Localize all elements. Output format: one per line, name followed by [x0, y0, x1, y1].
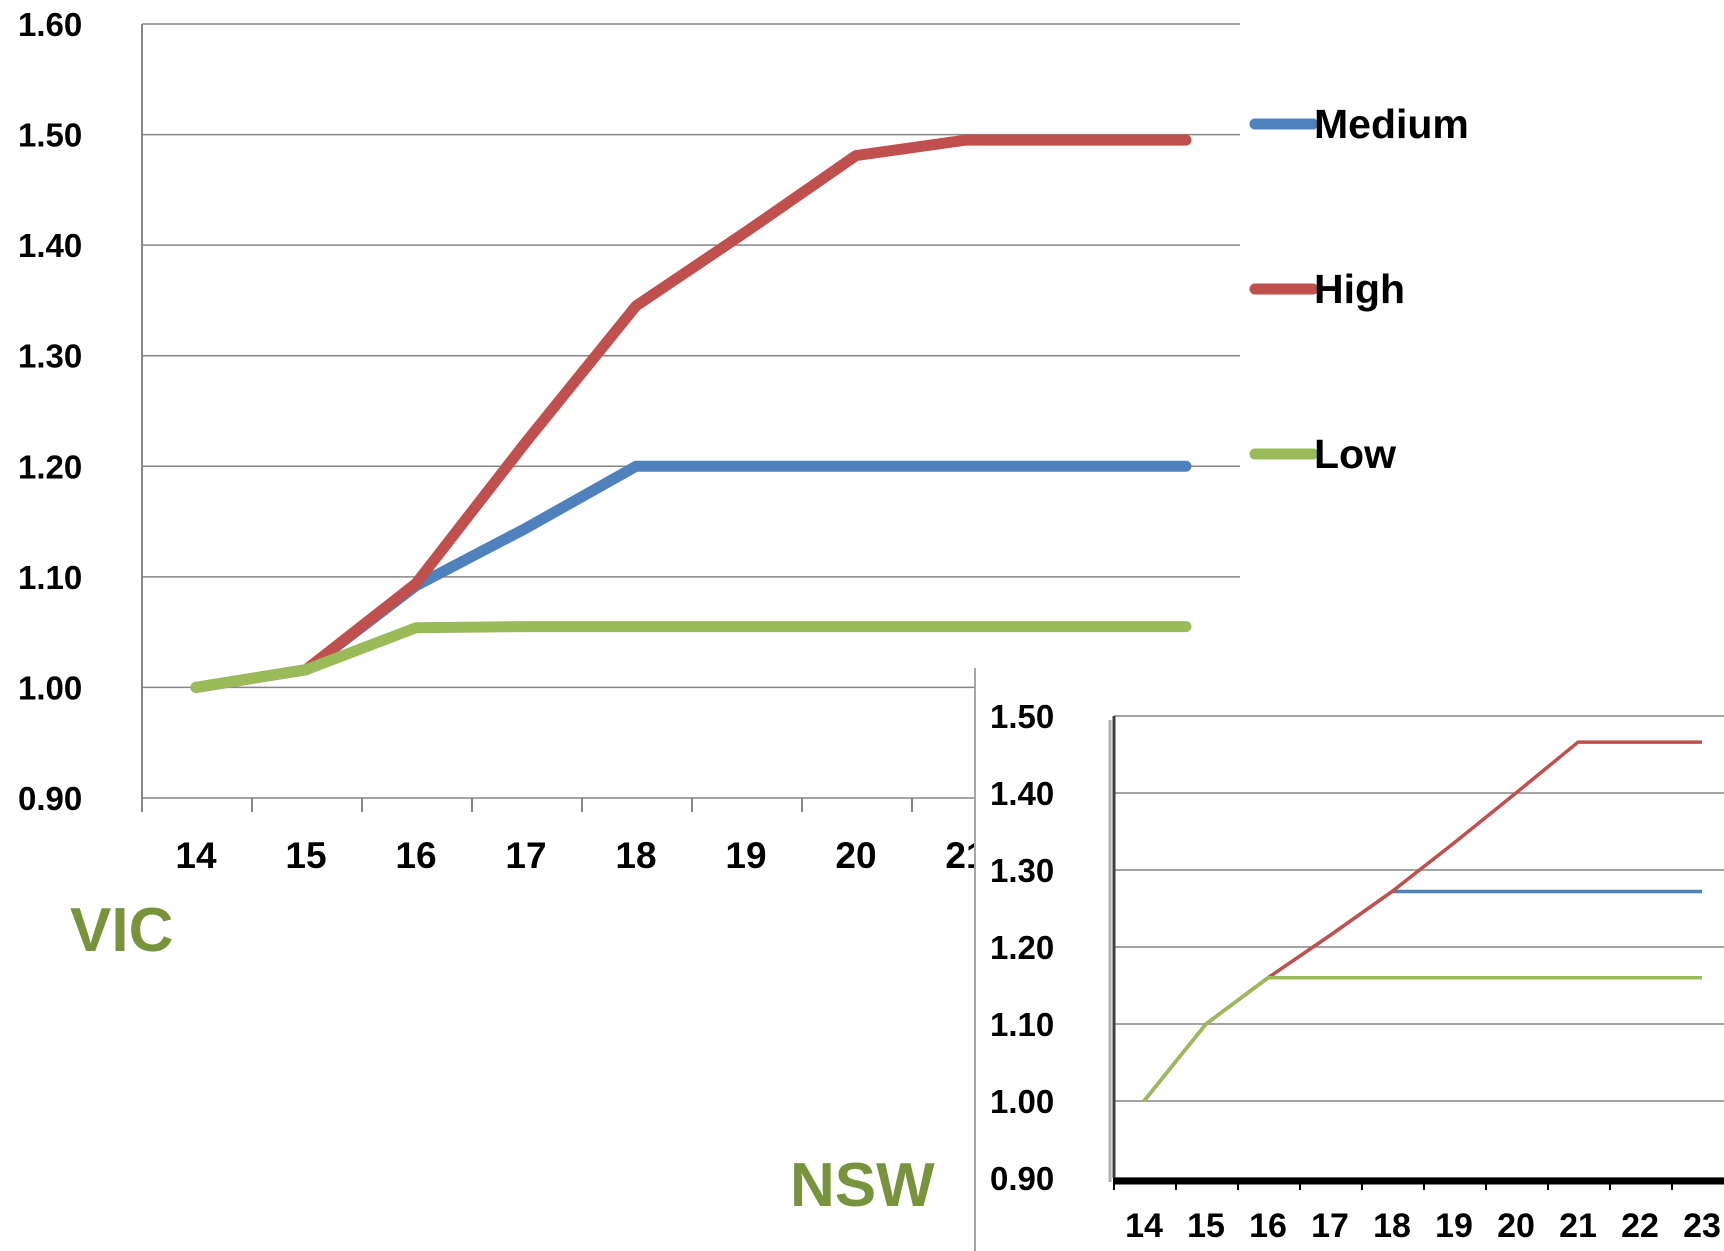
y-tick-label: 1.20 — [18, 448, 82, 485]
y-tick-label: 1.30 — [990, 852, 1054, 889]
x-tick-label: 21 — [1559, 1207, 1597, 1245]
inset-series-line-2 — [1142, 976, 1702, 1103]
vic-state-label: VIC — [70, 896, 174, 965]
nsw-chart: 0.90 1.00 1.10 1.20 1.30 1.40 1.50 14 15 16 17 18 19… — [974, 668, 1724, 1251]
y-tick-label: 1.00 — [990, 1083, 1054, 1120]
x-tick-label: 22 — [1621, 1207, 1659, 1245]
series-line-high — [190, 134, 1192, 693]
x-tick-label: 15 — [1187, 1207, 1225, 1245]
y-tick-label: 1.50 — [18, 117, 82, 154]
y-tick-label: 1.60 — [18, 6, 82, 43]
vic-chart: 0.90 1.00 1.10 1.20 1.30 1.40 1.50 1.60 14 15 16 17… — [18, 6, 1469, 876]
x-tick-label: 16 — [1249, 1207, 1287, 1245]
x-tick-label: 17 — [1311, 1207, 1349, 1245]
x-tick-label: 20 — [835, 835, 876, 876]
y-tick-label: 1.40 — [990, 775, 1054, 812]
inset-panel — [975, 668, 1724, 1251]
series-line-low — [190, 621, 1192, 693]
nsw-state-label: NSW — [790, 1151, 935, 1220]
y-tick-label: 1.20 — [990, 929, 1054, 966]
y-tick-label: 0.90 — [990, 1160, 1054, 1197]
x-tick-label: 20 — [1497, 1207, 1535, 1245]
x-tick-label: 16 — [395, 835, 436, 876]
x-tick-label: 19 — [725, 835, 766, 876]
x-tick-label: 14 — [175, 835, 217, 876]
x-tick-label: 18 — [615, 835, 656, 876]
x-tick-label: 14 — [1125, 1207, 1163, 1245]
legend-label-medium: Medium — [1314, 101, 1469, 147]
y-tick-label: 1.10 — [990, 1006, 1054, 1043]
y-tick-label: 0.90 — [18, 780, 82, 817]
legend-label-high: High — [1314, 266, 1405, 312]
x-tick-label: 23 — [1683, 1207, 1721, 1245]
x-tick-label: 18 — [1373, 1207, 1411, 1245]
y-tick-label: 1.10 — [18, 559, 82, 596]
legend-label-low: Low — [1314, 431, 1396, 477]
y-tick-label: 1.40 — [18, 227, 82, 264]
x-tick-label: 19 — [1435, 1207, 1473, 1245]
x-tick-label: 17 — [505, 835, 546, 876]
y-tick-label: 1.00 — [18, 669, 82, 706]
x-tick-label: 15 — [285, 835, 326, 876]
y-tick-label: 1.50 — [990, 698, 1054, 735]
y-tick-label: 1.30 — [18, 338, 82, 375]
